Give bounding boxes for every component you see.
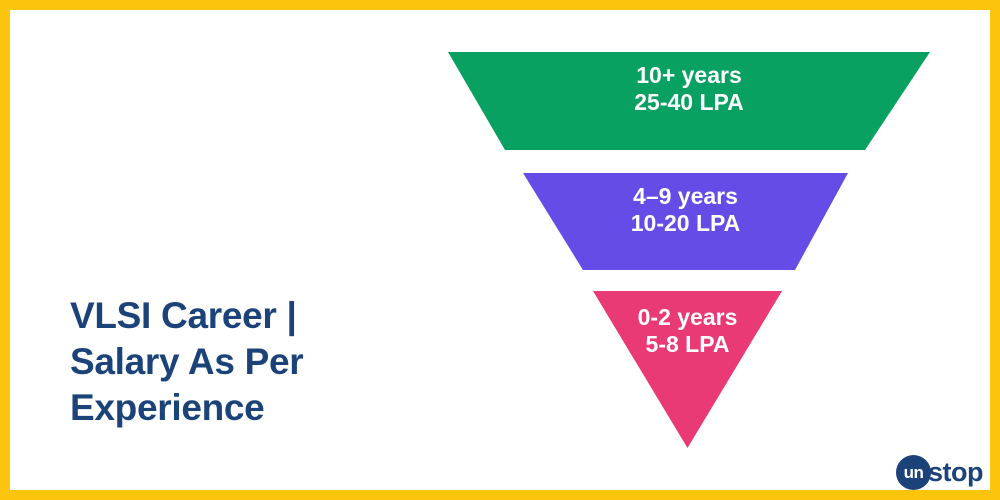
page-title-line-3: Experience	[70, 387, 265, 428]
funnel-segment-senior: 10+ years 25-40 LPA	[448, 52, 930, 150]
segment-experience-label: 0-2 years	[637, 304, 738, 330]
page-title-line-2: Salary As Per	[70, 341, 304, 382]
segment-experience-label: 4–9 years	[633, 183, 738, 209]
segment-salary-label: 5-8 LPA	[645, 331, 730, 357]
unstop-logo-text: stop	[928, 457, 984, 487]
page-title: VLSI Career | Salary As Per Experience	[70, 293, 304, 431]
segment-experience-label: 10+ years	[636, 62, 742, 88]
unstop-logo: un stop	[896, 455, 984, 490]
segment-salary-label: 25-40 LPA	[634, 89, 744, 115]
funnel-segment-entry: 0-2 years 5-8 LPA	[593, 291, 782, 448]
unstop-logo-prefix: un	[903, 462, 924, 482]
funnel-segment-mid: 4–9 years 10-20 LPA	[523, 173, 848, 270]
page-title-line-1: VLSI Career |	[70, 295, 297, 336]
unstop-logo-circle-icon: un	[896, 455, 931, 490]
segment-salary-label: 10-20 LPA	[630, 210, 741, 236]
